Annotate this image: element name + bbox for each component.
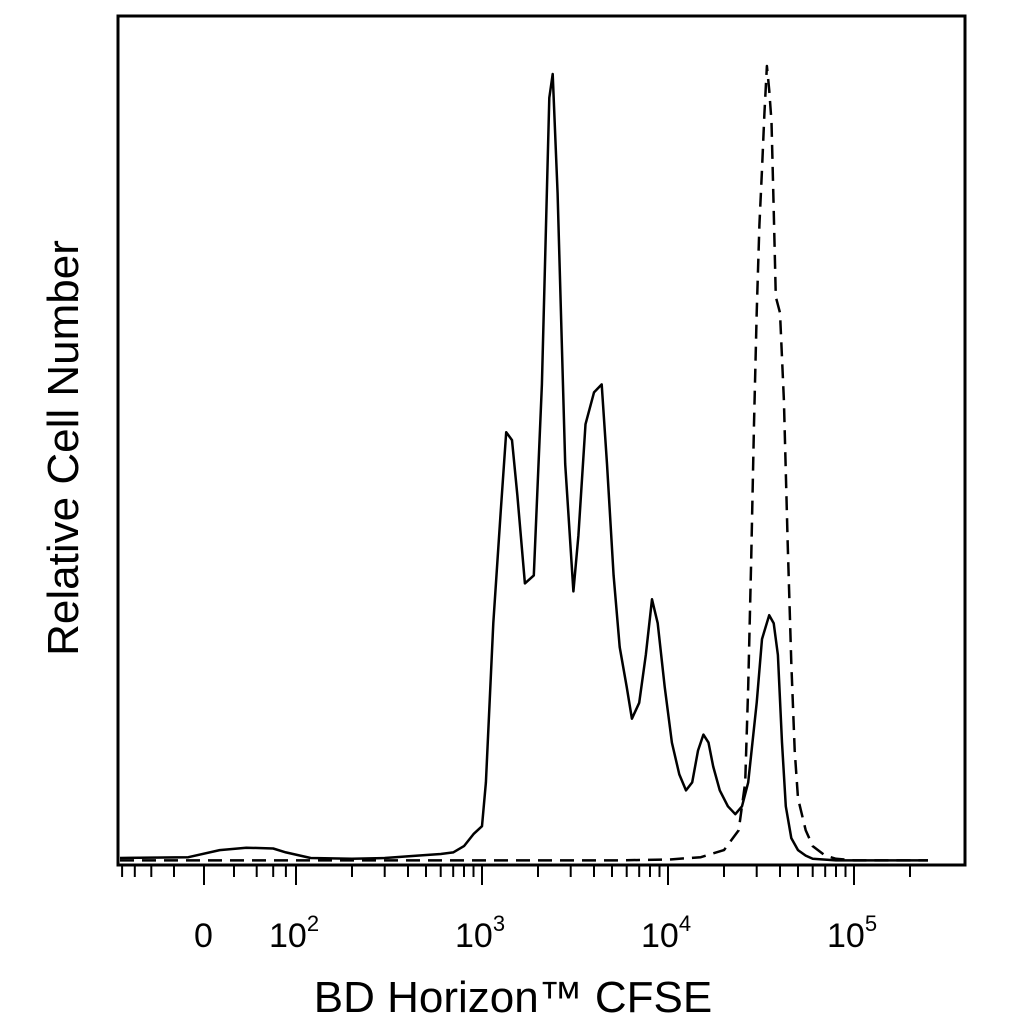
series-layer — [119, 64, 928, 862]
x-tick-labels: 0 102 103 104 105 — [194, 911, 877, 955]
x-axis-title: BD Horizon™ CFSE — [314, 973, 713, 1022]
x-tick-label: 0 — [194, 917, 213, 955]
series-line-solid — [119, 72, 928, 862]
y-axis-title: Relative Cell Number — [39, 240, 88, 656]
plot-frame — [116, 14, 967, 867]
series-line-dashed — [120, 64, 928, 862]
x-tick-label: 104 — [641, 911, 691, 955]
x-tick-label: 103 — [455, 911, 505, 955]
x-ticks — [121, 865, 911, 885]
x-tick-label: 102 — [269, 911, 319, 955]
x-tick-label: 105 — [827, 911, 877, 955]
